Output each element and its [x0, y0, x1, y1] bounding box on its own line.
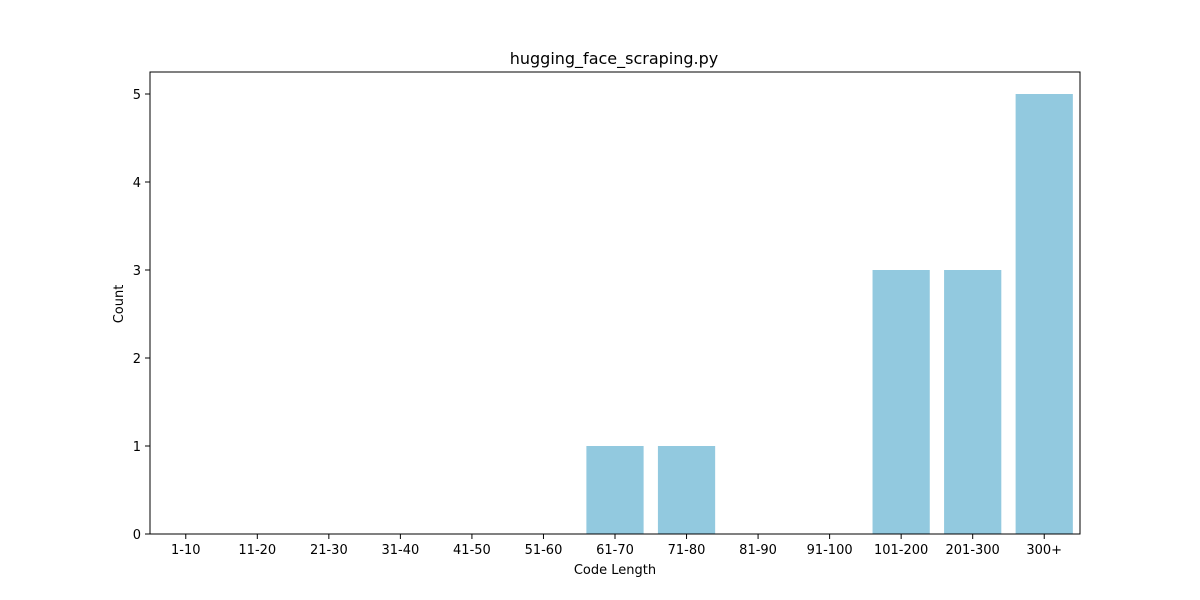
y-axis: 0 1 2 3 4 5: [133, 88, 150, 543]
bar-101-200: [873, 270, 930, 534]
bar-300+: [1016, 94, 1073, 534]
y-tick-label: 0: [133, 528, 141, 543]
x-tick-label: 1-10: [171, 543, 201, 558]
x-axis: 1-10 11-20 21-30 31-40 41-50 51-60 61-70 71-80 8…: [171, 534, 1062, 558]
bar-61-70: [586, 446, 643, 534]
x-tick-label: 41-50: [453, 543, 491, 558]
x-tick-label: 51-60: [525, 543, 563, 558]
x-tick-label: 71-80: [668, 543, 706, 558]
bars-group: [586, 94, 1072, 534]
x-tick-label: 11-20: [238, 543, 276, 558]
x-tick-label: 61-70: [596, 543, 634, 558]
chart-title: hugging_face_scraping.py: [510, 49, 719, 69]
x-axis-label: Code Length: [574, 563, 656, 578]
y-tick-label: 5: [133, 88, 141, 103]
x-tick-label: 21-30: [310, 543, 348, 558]
x-tick-label: 81-90: [739, 543, 777, 558]
y-tick-label: 4: [133, 176, 141, 191]
x-tick-label: 91-100: [807, 543, 853, 558]
x-tick-label: 101-200: [874, 543, 928, 558]
y-tick-label: 3: [133, 264, 141, 279]
x-tick-label: 300+: [1026, 543, 1062, 558]
y-tick-label: 2: [133, 352, 141, 367]
y-axis-label: Count: [112, 285, 127, 324]
bar-71-80: [658, 446, 715, 534]
x-tick-label: 31-40: [381, 543, 419, 558]
x-tick-label: 201-300: [946, 543, 1000, 558]
y-tick-label: 1: [133, 440, 141, 455]
bar-201-300: [944, 270, 1001, 534]
